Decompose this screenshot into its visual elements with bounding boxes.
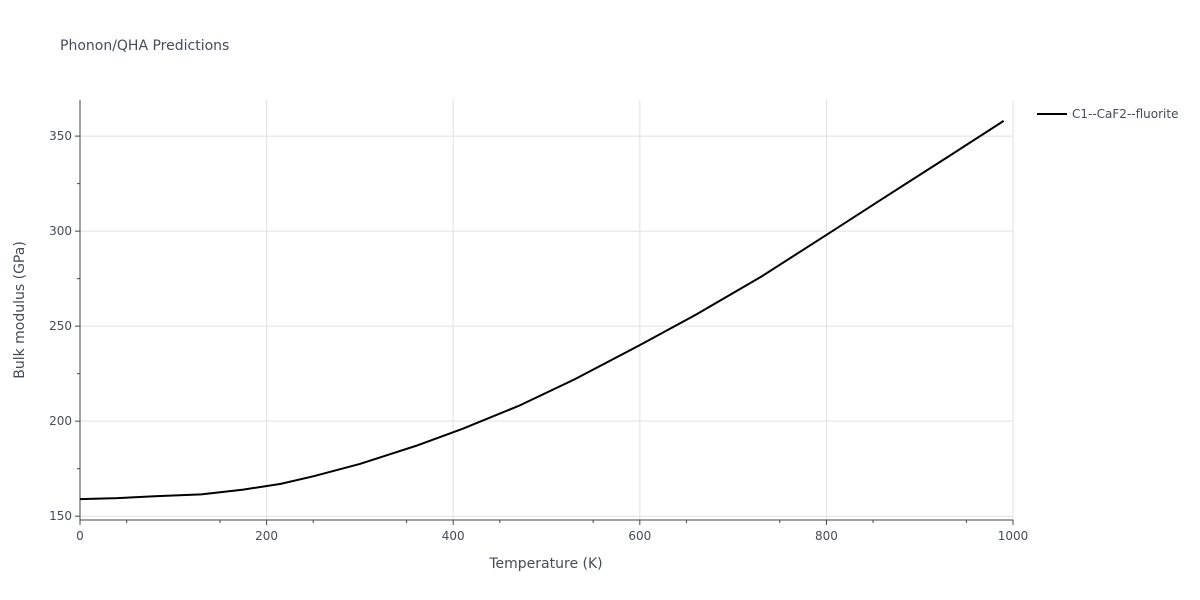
series-line	[79, 120, 1005, 501]
y-tick-label: 250	[49, 319, 72, 333]
chart-title: Phonon/QHA Predictions	[60, 38, 229, 54]
legend-label: C1--CaF2--fluorite	[1072, 107, 1178, 121]
y-tick-label: 350	[49, 129, 72, 143]
axes	[79, 100, 1013, 521]
y-tick-label: 200	[49, 414, 72, 428]
y-tick-label: 150	[49, 509, 72, 523]
x-axis-label: Temperature (K)	[488, 556, 602, 572]
y-tick-label: 300	[49, 224, 72, 238]
x-tick-label: 0	[76, 529, 84, 543]
y-ticks: 150 200 250 300 350	[49, 129, 80, 523]
x-tick-label: 400	[442, 529, 465, 543]
y-axis-label: Bulk modulus (GPa)	[12, 241, 28, 379]
x-tick-label: 800	[815, 529, 838, 543]
legend-item[interactable]: C1--CaF2--fluorite	[1037, 107, 1178, 121]
x-ticks: 0 200 400 600 800 1000	[76, 520, 1028, 543]
x-tick-label: 600	[628, 529, 651, 543]
plot-lines	[79, 120, 1005, 501]
grid	[80, 100, 1014, 520]
x-tick-label: 200	[255, 529, 278, 543]
legend[interactable]: C1--CaF2--fluorite	[1037, 107, 1178, 121]
x-tick-label: 1000	[998, 529, 1029, 543]
